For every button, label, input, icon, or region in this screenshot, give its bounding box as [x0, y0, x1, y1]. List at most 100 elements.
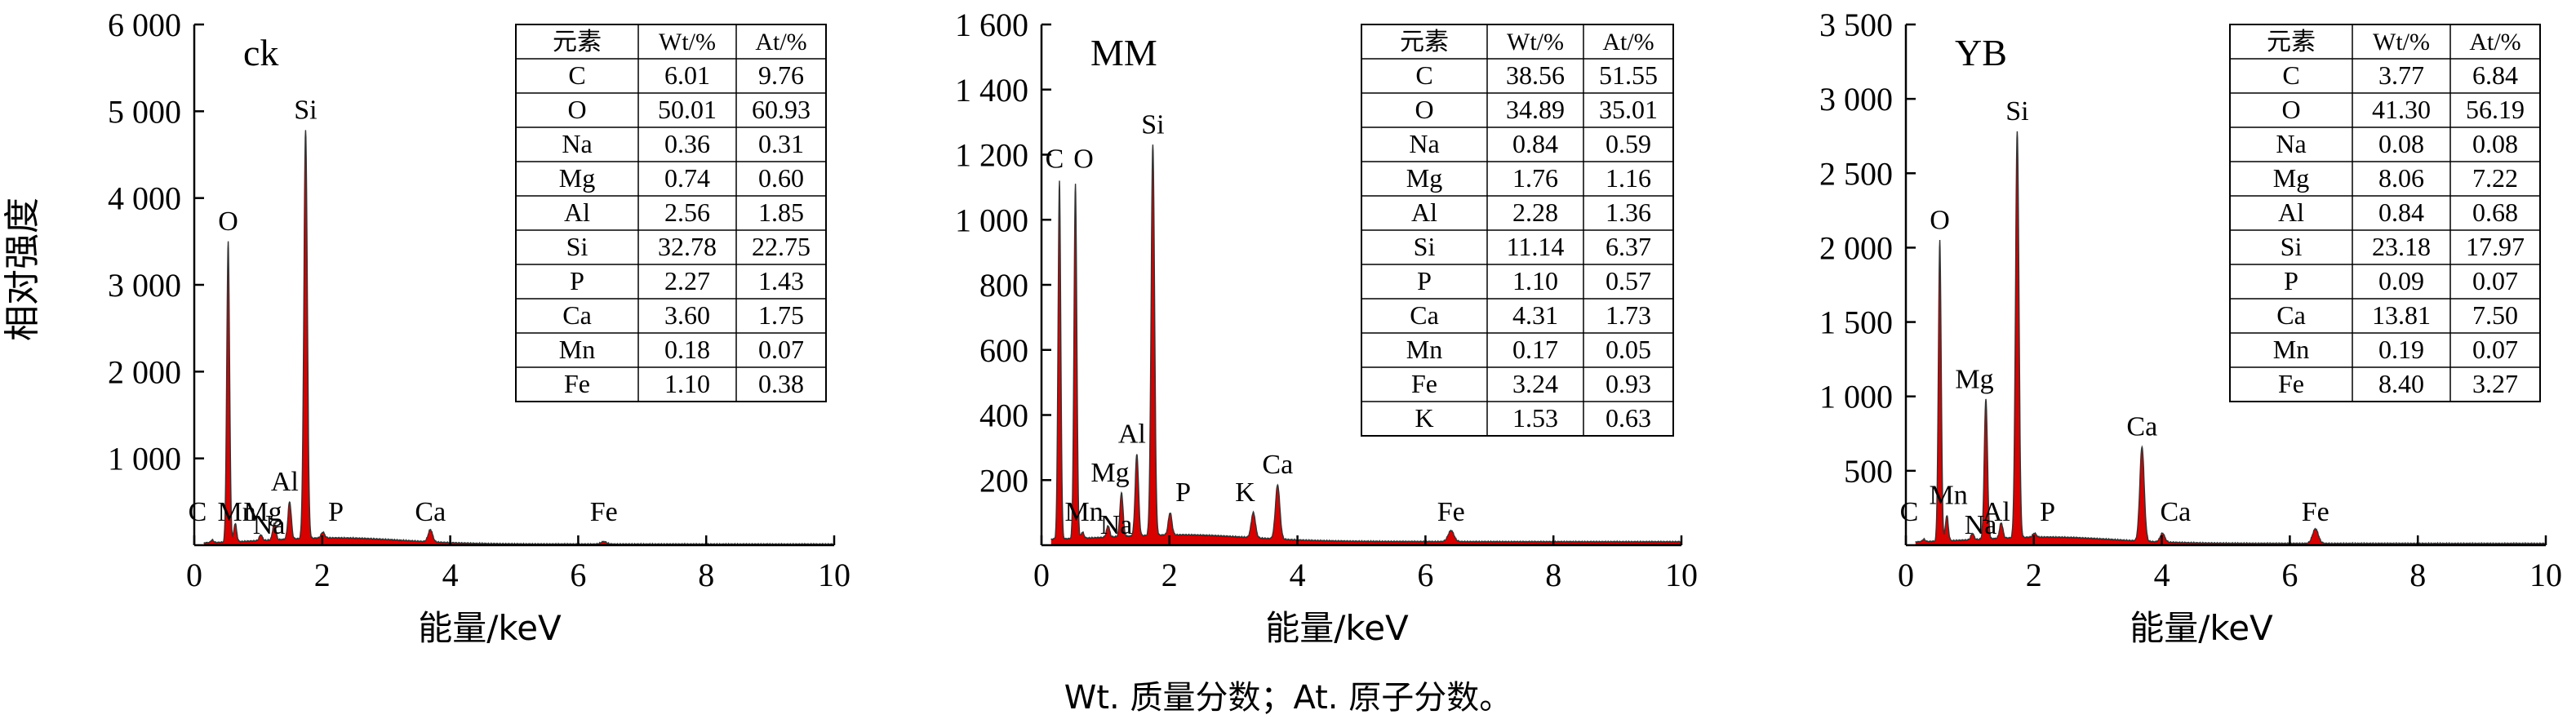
- peak-label: Si: [2005, 96, 2028, 127]
- table-cell: 1.10: [664, 369, 710, 398]
- peak-label: Mn: [218, 497, 256, 527]
- peak-label: Mg: [1090, 458, 1129, 488]
- table-cell: 9.76: [758, 60, 804, 90]
- table-cell: Mg: [559, 163, 595, 193]
- table-cell: C: [2282, 60, 2299, 90]
- table-cell: 11.14: [1507, 232, 1565, 261]
- table-cell: 0.84: [2378, 198, 2424, 227]
- x-tick-label: 6: [2281, 557, 2298, 593]
- table-cell: Mg: [2273, 163, 2309, 193]
- table-cell: 0.84: [1512, 129, 1558, 158]
- chart-panels: 1 000 2 000 3 000 4 000 5 000 6 000 0 2 4 6 8 10 能量/…: [108, 7, 2562, 648]
- table-cell: Mn: [559, 335, 595, 364]
- x-tick-label: 4: [1290, 557, 1306, 593]
- table-cell: 0.08: [2378, 129, 2424, 158]
- table-cell: 3.77: [2378, 60, 2424, 90]
- peak-label: Ca: [1262, 450, 1293, 480]
- composition-table: 元素 Wt/% At/% C 6.01 9.76 O 50.01 60.93 Na 0.36 0.31…: [515, 24, 827, 402]
- table-cell: 1.16: [1606, 163, 1651, 193]
- table-cell: 0.74: [664, 163, 710, 193]
- table-header-cell: Wt/%: [659, 29, 716, 55]
- table-cell: Mn: [2273, 335, 2309, 364]
- table-cell: P: [570, 266, 584, 295]
- peak-label: Mn: [1930, 481, 1968, 511]
- x-axis-label: 能量/keV: [418, 608, 562, 648]
- x-tick-label: 10: [1665, 557, 1698, 593]
- spectrum-line: [1050, 144, 1682, 544]
- table-cell: 1.53: [1512, 403, 1558, 433]
- peak-label: C: [189, 497, 207, 527]
- table-cell: 0.07: [2472, 335, 2518, 364]
- table-cell: 2.28: [1512, 198, 1558, 227]
- table-cell: 0.63: [1606, 403, 1651, 433]
- table-cell: Fe: [564, 369, 590, 398]
- x-tick-label: 10: [2529, 557, 2562, 593]
- peak-label: Ca: [2126, 412, 2157, 442]
- y-tick-label: 600: [979, 332, 1028, 369]
- table-cell: 0.09: [2378, 266, 2424, 295]
- table-cell: 0.68: [2472, 198, 2518, 227]
- peak-label: Si: [294, 95, 317, 126]
- table-cell: Ca: [1410, 300, 1439, 330]
- table-cell: 0.07: [758, 335, 804, 364]
- table-cell: 4.31: [1512, 300, 1558, 330]
- peak-label: Al: [1118, 419, 1146, 449]
- table-cell: P: [1417, 266, 1432, 295]
- peak-label: Mg: [1955, 364, 1993, 394]
- table-cell: 2.56: [664, 198, 710, 227]
- y-tick-label: 3 500: [1819, 7, 1893, 43]
- table-cell: 1.73: [1606, 300, 1651, 330]
- table-cell: Al: [564, 198, 590, 227]
- x-tick-label: 4: [442, 557, 459, 593]
- peak-label: Si: [1141, 110, 1164, 140]
- table-cell: 0.93: [1606, 369, 1651, 398]
- table-cell: Ca: [2276, 300, 2306, 330]
- peak-label: P: [1175, 477, 1191, 508]
- table-cell: 22.75: [752, 232, 811, 261]
- y-tick-label: 1 000: [108, 441, 181, 477]
- table-cell: 0.36: [664, 129, 710, 158]
- peak-label: Ca: [2160, 497, 2191, 527]
- x-tick-label: 8: [698, 557, 714, 593]
- x-tick-label: 2: [1161, 557, 1178, 593]
- y-tick-label: 2 000: [108, 353, 181, 390]
- table-cell: 0.57: [1606, 266, 1651, 295]
- table-header-cell: At/%: [755, 29, 806, 55]
- table-cell: Al: [2278, 198, 2304, 227]
- x-tick-label: 0: [1033, 557, 1050, 593]
- table-cell: 0.59: [1606, 129, 1651, 158]
- table-cell: Mg: [1406, 163, 1442, 193]
- panel-title: YB: [1955, 32, 2007, 73]
- y-tick-label: 3 000: [1819, 81, 1893, 118]
- table-cell: Fe: [1411, 369, 1437, 398]
- table-header-cell: At/%: [1602, 29, 1654, 55]
- table-cell: 1.85: [758, 198, 804, 227]
- table-cell: Na: [1409, 129, 1439, 158]
- table-cell: 0.07: [2472, 266, 2518, 295]
- chart-panel: 500 1 000 1 500 2 000 2 500 3 000 3 500 0 2 4 6 8 10…: [1819, 7, 2562, 648]
- x-axis-label: 能量/keV: [1265, 608, 1409, 648]
- table-cell: 0.38: [758, 369, 804, 398]
- peak-label: P: [328, 497, 344, 527]
- y-tick-label: 1 400: [955, 72, 1028, 109]
- x-tick-label: 6: [570, 557, 586, 593]
- table-cell: Na: [562, 129, 592, 158]
- y-tick-label: 2 500: [1819, 155, 1893, 192]
- table-cell: 1.43: [758, 266, 804, 295]
- table-cell: 0.19: [2378, 335, 2424, 364]
- table-cell: 51.55: [1599, 60, 1658, 90]
- table-cell: 6.84: [2472, 60, 2518, 90]
- x-tick-label: 8: [1545, 557, 1561, 593]
- table-cell: 60.93: [752, 95, 811, 124]
- peak-label: Na: [1100, 510, 1133, 540]
- table-cell: C: [568, 60, 585, 90]
- x-tick-label: 4: [2154, 557, 2170, 593]
- x-tick-label: 2: [2026, 557, 2042, 593]
- composition-table: 元素 Wt/% At/% C 3.77 6.84 O 41.30 56.19 Na 0.08 0.08…: [2229, 24, 2541, 402]
- table-cell: Na: [2276, 129, 2306, 158]
- table-cell: 0.31: [758, 129, 804, 158]
- table-cell: K: [1415, 403, 1433, 433]
- table-cell: 35.01: [1599, 95, 1658, 124]
- table-cell: 2.27: [664, 266, 710, 295]
- table-cell: 50.01: [658, 95, 717, 124]
